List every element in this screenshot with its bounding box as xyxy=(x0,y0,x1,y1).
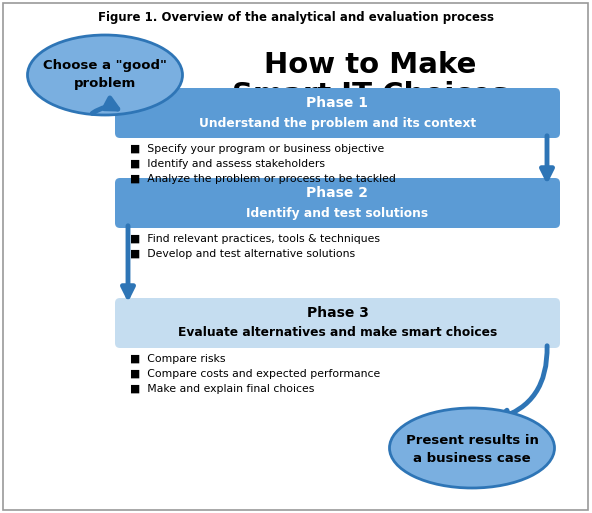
Text: ■  Make and explain final choices: ■ Make and explain final choices xyxy=(130,384,314,394)
Text: ■  Analyze the problem or process to be tackled: ■ Analyze the problem or process to be t… xyxy=(130,174,396,184)
Text: Smart IT Choices: Smart IT Choices xyxy=(231,81,509,109)
Ellipse shape xyxy=(390,408,555,488)
Text: Phase 3: Phase 3 xyxy=(307,306,368,320)
Text: problem: problem xyxy=(74,76,136,89)
Text: Phase 1: Phase 1 xyxy=(307,96,368,110)
Text: Figure 1. Overview of the analytical and evaluation process: Figure 1. Overview of the analytical and… xyxy=(98,10,494,24)
Text: Present results in: Present results in xyxy=(406,435,539,447)
Text: ■  Identify and assess stakeholders: ■ Identify and assess stakeholders xyxy=(130,159,325,169)
Text: Identify and test solutions: Identify and test solutions xyxy=(246,207,429,220)
Text: a business case: a business case xyxy=(413,451,531,464)
FancyBboxPatch shape xyxy=(115,88,560,138)
Ellipse shape xyxy=(27,35,182,115)
FancyBboxPatch shape xyxy=(3,3,588,510)
Text: Choose a "good": Choose a "good" xyxy=(43,60,167,72)
Text: ■  Compare risks: ■ Compare risks xyxy=(130,354,226,364)
FancyBboxPatch shape xyxy=(115,178,560,228)
Text: How to Make: How to Make xyxy=(264,51,476,79)
Text: Understand the problem and its context: Understand the problem and its context xyxy=(199,116,476,129)
Text: Evaluate alternatives and make smart choices: Evaluate alternatives and make smart cho… xyxy=(178,326,497,340)
Text: ■  Specify your program or business objective: ■ Specify your program or business objec… xyxy=(130,144,384,154)
Text: ■  Develop and test alternative solutions: ■ Develop and test alternative solutions xyxy=(130,249,355,259)
Text: ■  Compare costs and expected performance: ■ Compare costs and expected performance xyxy=(130,369,380,379)
Text: ■  Find relevant practices, tools & techniques: ■ Find relevant practices, tools & techn… xyxy=(130,234,380,244)
Text: Phase 2: Phase 2 xyxy=(307,186,368,200)
FancyBboxPatch shape xyxy=(115,298,560,348)
